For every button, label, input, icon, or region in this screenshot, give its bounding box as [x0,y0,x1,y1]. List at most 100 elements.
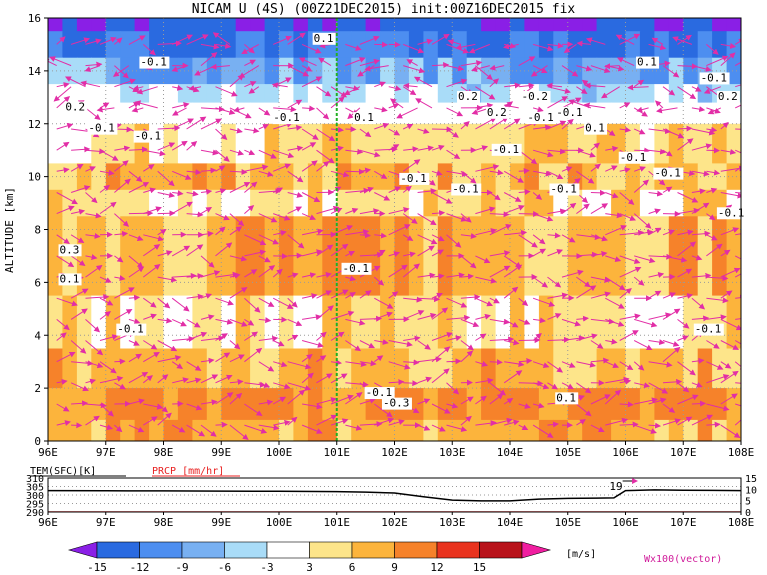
wind-vector [489,64,505,71]
heat-cell [437,84,453,104]
heat-cell [235,189,251,217]
heat-cell [264,123,280,165]
wind-vector [56,255,75,268]
heat-cell [163,216,179,297]
heat-cell [712,216,728,297]
heat-cell [322,388,338,421]
heat-cell [365,18,381,32]
heat-cell [293,123,309,165]
wind-vector [114,213,130,227]
heat-cell [264,388,280,421]
heat-cell [596,102,612,125]
vector-scale-label: Wx100(vector) [644,554,722,565]
heat-cell [134,18,150,32]
wind-vector [131,106,144,113]
wind-vector [446,335,462,342]
heat-cell [668,419,684,441]
wind-vector [734,361,741,371]
wind-vector [186,116,207,130]
wind-vector [590,163,601,172]
wind-vector [735,318,741,320]
heat-cell [307,295,323,350]
wind-vector [547,232,561,239]
heat-cell [423,84,439,104]
wind-vector [691,230,711,237]
heat-cell [351,388,367,421]
wind-vector [171,245,191,257]
heat-cell [91,348,107,389]
wind-vector [619,102,631,109]
wind-vector [720,192,741,199]
heat-cell [264,31,280,59]
wind-vector [662,255,688,263]
wind-vector [171,118,195,130]
heat-cell [206,348,222,389]
wind-vector [287,361,312,370]
wind-vector [590,142,600,151]
wind-vector [677,416,693,426]
wind-vector [547,249,564,257]
wind-vector [215,188,227,194]
wind-vector [706,187,718,194]
wind-vector [648,271,665,278]
wind-vector [446,213,468,222]
heat-cell [639,84,655,104]
wind-vector [345,148,364,155]
heat-cell [380,57,396,85]
wind-vector [136,86,158,95]
wind-vector [532,106,544,113]
wind-vector [633,213,652,229]
wind-vector [691,86,702,92]
wind-vector [128,398,145,405]
wind-vector [619,313,641,320]
heat-cell [712,102,728,125]
wind-vector [229,226,243,236]
wind-vector [417,424,431,431]
wind-vector [518,380,544,387]
heat-cell [322,163,338,191]
wind-vector [547,292,569,299]
wind-vector [706,243,723,257]
wind-vector [576,234,601,241]
wind-vector [431,332,453,341]
wind-vector [417,128,430,134]
heat-cell [582,419,598,441]
wind-vector [114,178,131,193]
wind-vector [504,361,525,367]
heat-cell [596,388,612,421]
heat-cell [48,295,63,350]
heat-cell [76,295,92,350]
heat-cell [712,123,728,165]
wind-vector [431,144,445,151]
wind-vector [244,269,258,278]
chart-title: NICAM U (4S) (00Z21DEC2015) init:00Z16DE… [191,2,576,17]
wind-vector [415,98,433,109]
wind-vector [532,297,556,307]
contour-label: -0.1 [556,106,583,119]
wind-vector [215,165,226,172]
wind-vector [504,205,525,215]
heat-cell [683,18,699,32]
wind-vector [143,244,161,257]
heat-cell [307,388,323,421]
heat-cell [668,189,684,217]
heat-cell [654,419,670,441]
y-tick-label: 16 [28,12,41,25]
wind-vector [229,213,245,227]
heat-cell [697,163,713,191]
heat-cell [423,123,439,165]
wind-vector [330,394,354,405]
wind-vector [157,276,178,283]
wind-vector [503,170,524,183]
heat-cell [668,102,684,125]
surface-left-tick-label: 305 [26,483,44,494]
wind-vector [200,43,220,50]
wind-vector [374,355,384,363]
contour-label: -0.1 [343,262,370,275]
heat-cell [279,18,294,32]
heat-cell [394,57,410,85]
wind-vector [431,424,446,432]
heat-cell [322,123,338,165]
heat-cell [365,189,381,217]
